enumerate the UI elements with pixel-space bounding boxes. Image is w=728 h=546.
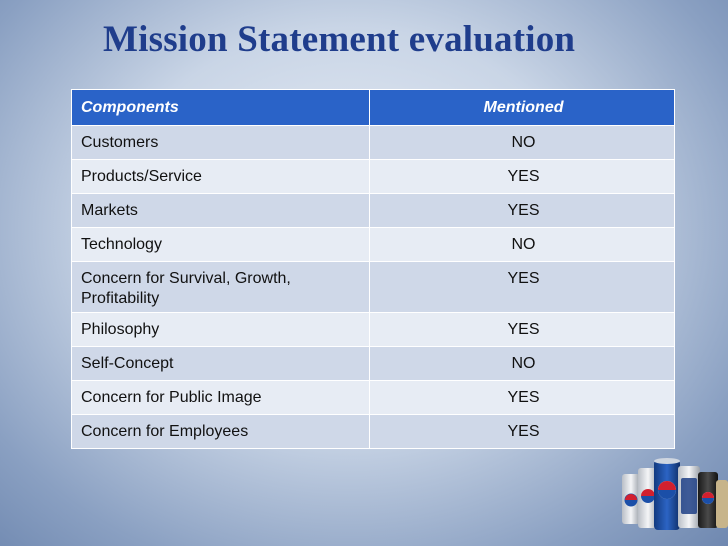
mentioned-cell: YES xyxy=(369,193,675,228)
table-row: Customers NO xyxy=(71,125,675,160)
header-mentioned: Mentioned xyxy=(369,89,675,126)
can-pepsi xyxy=(654,458,680,530)
table-row: Concern for Survival, Growth, Profitabil… xyxy=(71,261,675,313)
component-cell: Self-Concept xyxy=(71,346,370,381)
can-gold xyxy=(716,480,728,528)
table-row: Concern for Public Image YES xyxy=(71,380,675,415)
pepsi-cans-illustration xyxy=(622,458,728,530)
header-components: Components xyxy=(71,89,370,126)
component-cell: Products/Service xyxy=(71,159,370,194)
component-cell: Philosophy xyxy=(71,312,370,347)
can-max xyxy=(638,468,658,528)
component-cell: Concern for Employees xyxy=(71,414,370,449)
component-cell: Customers xyxy=(71,125,370,160)
mentioned-cell: YES xyxy=(369,414,675,449)
mentioned-cell: NO xyxy=(369,227,675,262)
component-cell: Concern for Public Image xyxy=(71,380,370,415)
table-row: Markets YES xyxy=(71,193,675,228)
mentioned-cell: YES xyxy=(369,159,675,194)
table-row: Products/Service YES xyxy=(71,159,675,194)
can-diet xyxy=(622,474,640,524)
can-black xyxy=(678,466,700,528)
component-cell: Markets xyxy=(71,193,370,228)
mentioned-cell: YES xyxy=(369,380,675,415)
table-row: Self-Concept NO xyxy=(71,346,675,381)
can-dark xyxy=(698,472,718,528)
mentioned-cell: YES xyxy=(369,261,675,313)
mentioned-cell: NO xyxy=(369,346,675,381)
component-cell: Technology xyxy=(71,227,370,262)
table-row: Philosophy YES xyxy=(71,312,675,347)
table-header-row: Components Mentioned xyxy=(71,89,675,126)
table-row: Technology NO xyxy=(71,227,675,262)
slide-title: Mission Statement evaluation xyxy=(103,19,576,60)
mentioned-cell: NO xyxy=(369,125,675,160)
evaluation-table: Components Mentioned Customers NO Produc… xyxy=(71,89,675,449)
component-cell: Concern for Survival, Growth, Profitabil… xyxy=(71,261,370,313)
table-row: Concern for Employees YES xyxy=(71,414,675,449)
mentioned-cell: YES xyxy=(369,312,675,347)
